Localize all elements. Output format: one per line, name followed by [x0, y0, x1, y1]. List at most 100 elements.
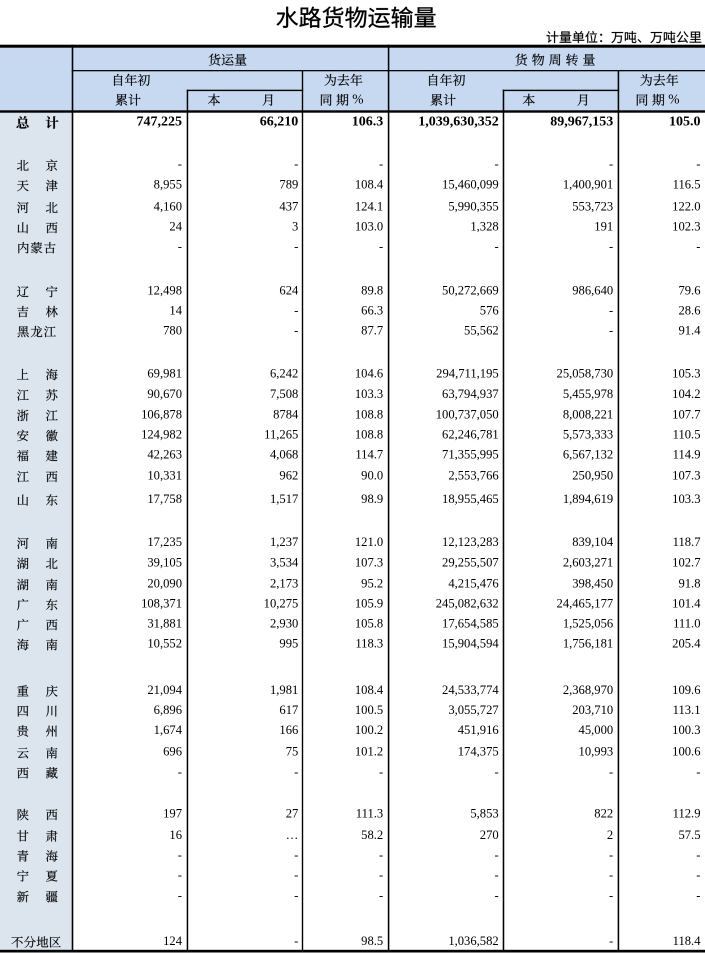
svg-text:747,225: 747,225 — [137, 115, 183, 130]
svg-text:87.7: 87.7 — [361, 324, 383, 338]
svg-text:124: 124 — [163, 934, 183, 948]
svg-text:-: - — [696, 765, 700, 779]
svg-text:2,930: 2,930 — [270, 617, 298, 631]
svg-text:114.7: 114.7 — [355, 448, 383, 462]
svg-text:1,400,901: 1,400,901 — [563, 177, 613, 191]
svg-text:553,723: 553,723 — [572, 199, 613, 213]
svg-text:191: 191 — [594, 220, 613, 234]
svg-text:106,878: 106,878 — [141, 407, 182, 421]
svg-text:-: - — [294, 304, 298, 318]
svg-text:17,758: 17,758 — [147, 492, 182, 506]
svg-text:780: 780 — [163, 324, 182, 338]
svg-text:111.0: 111.0 — [673, 617, 700, 631]
svg-text:3: 3 — [292, 220, 298, 234]
svg-text:10,993: 10,993 — [579, 745, 614, 759]
svg-text:89.8: 89.8 — [361, 284, 383, 298]
svg-text:102.7: 102.7 — [672, 555, 700, 569]
svg-text:108,371: 108,371 — [141, 597, 182, 611]
svg-text:617: 617 — [279, 703, 298, 717]
svg-text:294,711,195: 294,711,195 — [436, 366, 499, 380]
svg-text:205.4: 205.4 — [672, 637, 701, 651]
svg-text:1,237: 1,237 — [270, 535, 298, 549]
svg-text:89,967,153: 89,967,153 — [550, 115, 613, 130]
svg-text:203,710: 203,710 — [572, 703, 613, 717]
svg-text:4,215,476: 4,215,476 — [448, 577, 498, 591]
svg-text:-: - — [609, 324, 613, 338]
svg-text:75: 75 — [286, 745, 299, 759]
svg-text:-: - — [294, 157, 298, 171]
svg-text:108.4: 108.4 — [355, 177, 384, 191]
svg-text:104.2: 104.2 — [672, 387, 700, 401]
svg-text:1,039,630,352: 1,039,630,352 — [418, 115, 499, 130]
svg-text:100.6: 100.6 — [672, 745, 700, 759]
svg-text:2: 2 — [607, 828, 613, 842]
svg-text:-: - — [379, 240, 383, 254]
svg-text:66,210: 66,210 — [260, 115, 299, 130]
svg-text:5,455,978: 5,455,978 — [563, 387, 613, 401]
svg-text:-: - — [379, 765, 383, 779]
svg-text:1,525,056: 1,525,056 — [563, 617, 613, 631]
svg-text:108.4: 108.4 — [355, 683, 384, 697]
svg-text:105.9: 105.9 — [355, 597, 383, 611]
svg-text:25,058,730: 25,058,730 — [557, 366, 614, 380]
svg-text:5,990,355: 5,990,355 — [448, 199, 498, 213]
svg-text:24,465,177: 24,465,177 — [557, 597, 614, 611]
svg-text:31,881: 31,881 — [147, 617, 182, 631]
svg-text:822: 822 — [594, 807, 613, 821]
svg-text:-: - — [379, 868, 383, 882]
svg-text:2,173: 2,173 — [270, 577, 298, 591]
svg-text:71,355,995: 71,355,995 — [442, 448, 499, 462]
svg-text:-: - — [379, 889, 383, 903]
svg-text:696: 696 — [163, 745, 182, 759]
svg-text:3,055,727: 3,055,727 — [448, 703, 498, 717]
svg-text:-: - — [294, 765, 298, 779]
svg-text:6,567,132: 6,567,132 — [563, 448, 613, 462]
svg-text:-: - — [178, 889, 182, 903]
svg-text:789: 789 — [279, 177, 298, 191]
svg-text:245,082,632: 245,082,632 — [436, 597, 499, 611]
svg-text:113.1: 113.1 — [673, 703, 701, 717]
svg-text:24: 24 — [169, 220, 182, 234]
svg-text:398,450: 398,450 — [572, 577, 613, 591]
svg-text:-: - — [294, 934, 298, 948]
svg-text:-: - — [294, 889, 298, 903]
svg-text:270: 270 — [480, 828, 499, 842]
svg-text:69,981: 69,981 — [147, 366, 182, 380]
svg-text:50,272,669: 50,272,669 — [442, 284, 499, 298]
svg-text:112.9: 112.9 — [673, 807, 701, 821]
svg-text:102.3: 102.3 — [672, 220, 700, 234]
svg-text:1,756,181: 1,756,181 — [563, 637, 613, 651]
svg-text:90.0: 90.0 — [361, 469, 383, 483]
svg-text:15,460,099: 15,460,099 — [442, 177, 499, 191]
svg-text:%: % — [668, 91, 679, 106]
svg-text:995: 995 — [279, 637, 298, 651]
svg-text:100.2: 100.2 — [355, 723, 383, 737]
svg-text:11,265: 11,265 — [264, 427, 298, 441]
svg-text:-: - — [178, 868, 182, 882]
svg-text:4,160: 4,160 — [154, 199, 182, 213]
svg-text:4,068: 4,068 — [270, 448, 298, 462]
svg-text:10,275: 10,275 — [264, 597, 299, 611]
svg-text:28.6: 28.6 — [678, 304, 700, 318]
svg-text:-: - — [609, 934, 613, 948]
svg-text:-: - — [294, 240, 298, 254]
svg-text:12,498: 12,498 — [147, 284, 182, 298]
svg-text:91.8: 91.8 — [678, 577, 700, 591]
svg-text:-: - — [379, 848, 383, 862]
svg-text:-: - — [178, 157, 182, 171]
svg-text:39,105: 39,105 — [147, 555, 182, 569]
svg-text:114.9: 114.9 — [673, 448, 701, 462]
svg-text:-: - — [609, 304, 613, 318]
svg-text:451,916: 451,916 — [458, 723, 499, 737]
svg-text:…: … — [286, 828, 299, 842]
svg-text:14: 14 — [169, 304, 182, 318]
svg-text:-: - — [494, 848, 498, 862]
svg-text:124,982: 124,982 — [141, 427, 182, 441]
svg-text:100.5: 100.5 — [355, 703, 383, 717]
svg-text:20,090: 20,090 — [147, 577, 182, 591]
svg-text:1,517: 1,517 — [270, 492, 298, 506]
svg-text:109.6: 109.6 — [672, 683, 700, 697]
svg-text:1,036,582: 1,036,582 — [448, 934, 498, 948]
svg-text:-: - — [178, 240, 182, 254]
svg-text:91.4: 91.4 — [678, 324, 701, 338]
